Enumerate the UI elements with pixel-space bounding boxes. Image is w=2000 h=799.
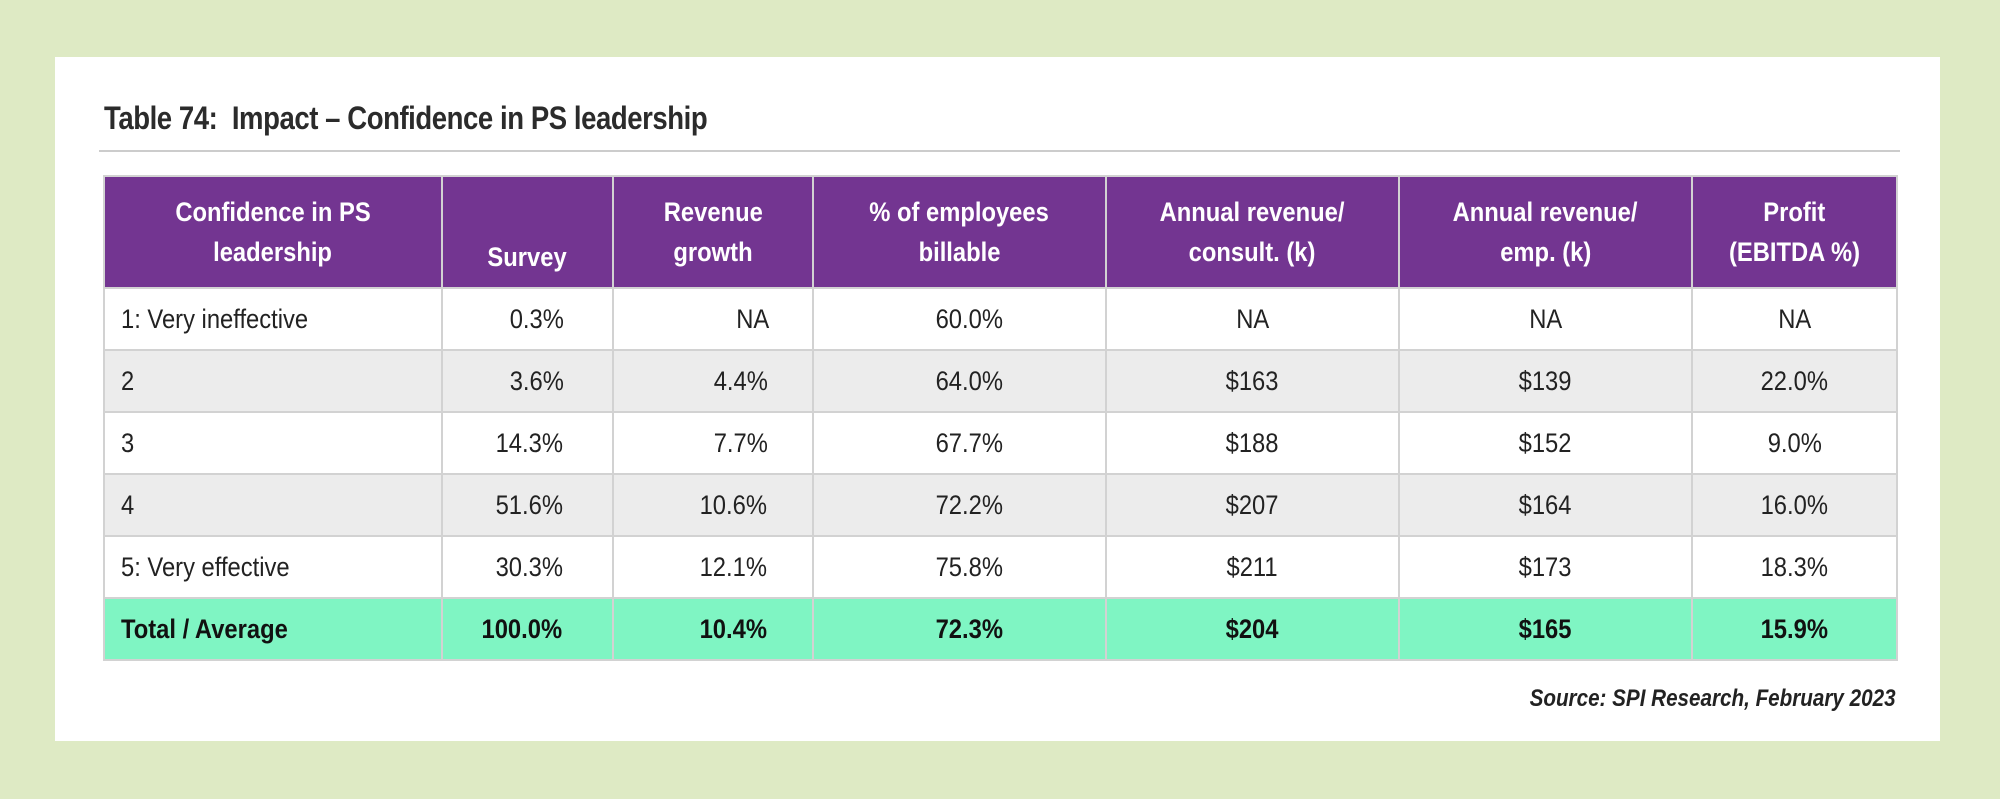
table-row: 2 3.6% 4.4% 64.0% $163 $139 22.0% bbox=[103, 349, 1898, 413]
total-label: Total / Average bbox=[103, 597, 443, 661]
revenue-per-employee-cell: NA bbox=[1398, 287, 1693, 351]
row-label: 2 bbox=[103, 349, 443, 413]
confidence-table: Confidence in PS leadership Survey Revenu… bbox=[103, 175, 1898, 661]
survey-cell: 51.6% bbox=[441, 473, 614, 537]
revenue-growth-cell: NA bbox=[612, 287, 814, 351]
total-revenue-growth-cell: 10.4% bbox=[612, 597, 814, 661]
header-confidence: Confidence in PS leadership bbox=[103, 175, 443, 289]
total-billable-cell: 72.3% bbox=[812, 597, 1107, 661]
revenue-per-employee-cell: $173 bbox=[1398, 535, 1693, 599]
row-label: 4 bbox=[103, 473, 443, 537]
header-revenue-growth: Revenue growth bbox=[612, 175, 814, 289]
row-label: 3 bbox=[103, 411, 443, 475]
billable-cell: 72.2% bbox=[812, 473, 1107, 537]
profit-cell: 22.0% bbox=[1691, 349, 1898, 413]
revenue-growth-cell: 4.4% bbox=[612, 349, 814, 413]
table-card: Table 74: Impact – Confidence in PS lead… bbox=[55, 57, 1940, 741]
revenue-growth-cell: 7.7% bbox=[612, 411, 814, 475]
billable-cell: 64.0% bbox=[812, 349, 1107, 413]
table-title: Table 74: Impact – Confidence in PS lead… bbox=[104, 100, 708, 136]
revenue-per-consultant-cell: $207 bbox=[1105, 473, 1400, 537]
header-row: Confidence in PS leadership Survey Revenu… bbox=[103, 175, 1898, 289]
source-note: Source: SPI Research, February 2023 bbox=[1530, 685, 1896, 712]
revenue-per-consultant-cell: $163 bbox=[1105, 349, 1400, 413]
revenue-per-consultant-cell: $211 bbox=[1105, 535, 1400, 599]
survey-cell: 0.3% bbox=[441, 287, 614, 351]
header-employees-billable: % of employees billable bbox=[812, 175, 1107, 289]
total-survey-cell: 100.0% bbox=[441, 597, 614, 661]
profit-cell: NA bbox=[1691, 287, 1898, 351]
survey-cell: 14.3% bbox=[441, 411, 614, 475]
header-profit: Profit (EBITDA %) bbox=[1691, 175, 1898, 289]
row-label: 5: Very effective bbox=[103, 535, 443, 599]
table-row: 1: Very ineffective 0.3% NA 60.0% NA NA … bbox=[103, 287, 1898, 351]
billable-cell: 75.8% bbox=[812, 535, 1107, 599]
table-row: 5: Very effective 30.3% 12.1% 75.8% $211… bbox=[103, 535, 1898, 599]
header-annual-revenue-consultant: Annual revenue/consult. (k) bbox=[1105, 175, 1400, 289]
revenue-growth-cell: 12.1% bbox=[612, 535, 814, 599]
header-annual-revenue-employee: Annual revenue/emp. (k) bbox=[1398, 175, 1693, 289]
header-survey: Survey bbox=[441, 175, 614, 289]
revenue-growth-cell: 10.6% bbox=[612, 473, 814, 537]
billable-cell: 67.7% bbox=[812, 411, 1107, 475]
survey-cell: 30.3% bbox=[441, 535, 614, 599]
revenue-per-consultant-cell: NA bbox=[1105, 287, 1400, 351]
profit-cell: 16.0% bbox=[1691, 473, 1898, 537]
survey-cell: 3.6% bbox=[441, 349, 614, 413]
revenue-per-consultant-cell: $188 bbox=[1105, 411, 1400, 475]
title-divider bbox=[99, 150, 1900, 152]
revenue-per-employee-cell: $152 bbox=[1398, 411, 1693, 475]
total-revenue-per-consultant-cell: $204 bbox=[1105, 597, 1400, 661]
row-label: 1: Very ineffective bbox=[103, 287, 443, 351]
revenue-per-employee-cell: $164 bbox=[1398, 473, 1693, 537]
total-profit-cell: 15.9% bbox=[1691, 597, 1898, 661]
table-row: 3 14.3% 7.7% 67.7% $188 $152 9.0% bbox=[103, 411, 1898, 475]
table-row: 4 51.6% 10.6% 72.2% $207 $164 16.0% bbox=[103, 473, 1898, 537]
profit-cell: 18.3% bbox=[1691, 535, 1898, 599]
total-revenue-per-employee-cell: $165 bbox=[1398, 597, 1693, 661]
profit-cell: 9.0% bbox=[1691, 411, 1898, 475]
revenue-per-employee-cell: $139 bbox=[1398, 349, 1693, 413]
total-row: Total / Average 100.0% 10.4% 72.3% $204 … bbox=[103, 597, 1898, 661]
billable-cell: 60.0% bbox=[812, 287, 1107, 351]
